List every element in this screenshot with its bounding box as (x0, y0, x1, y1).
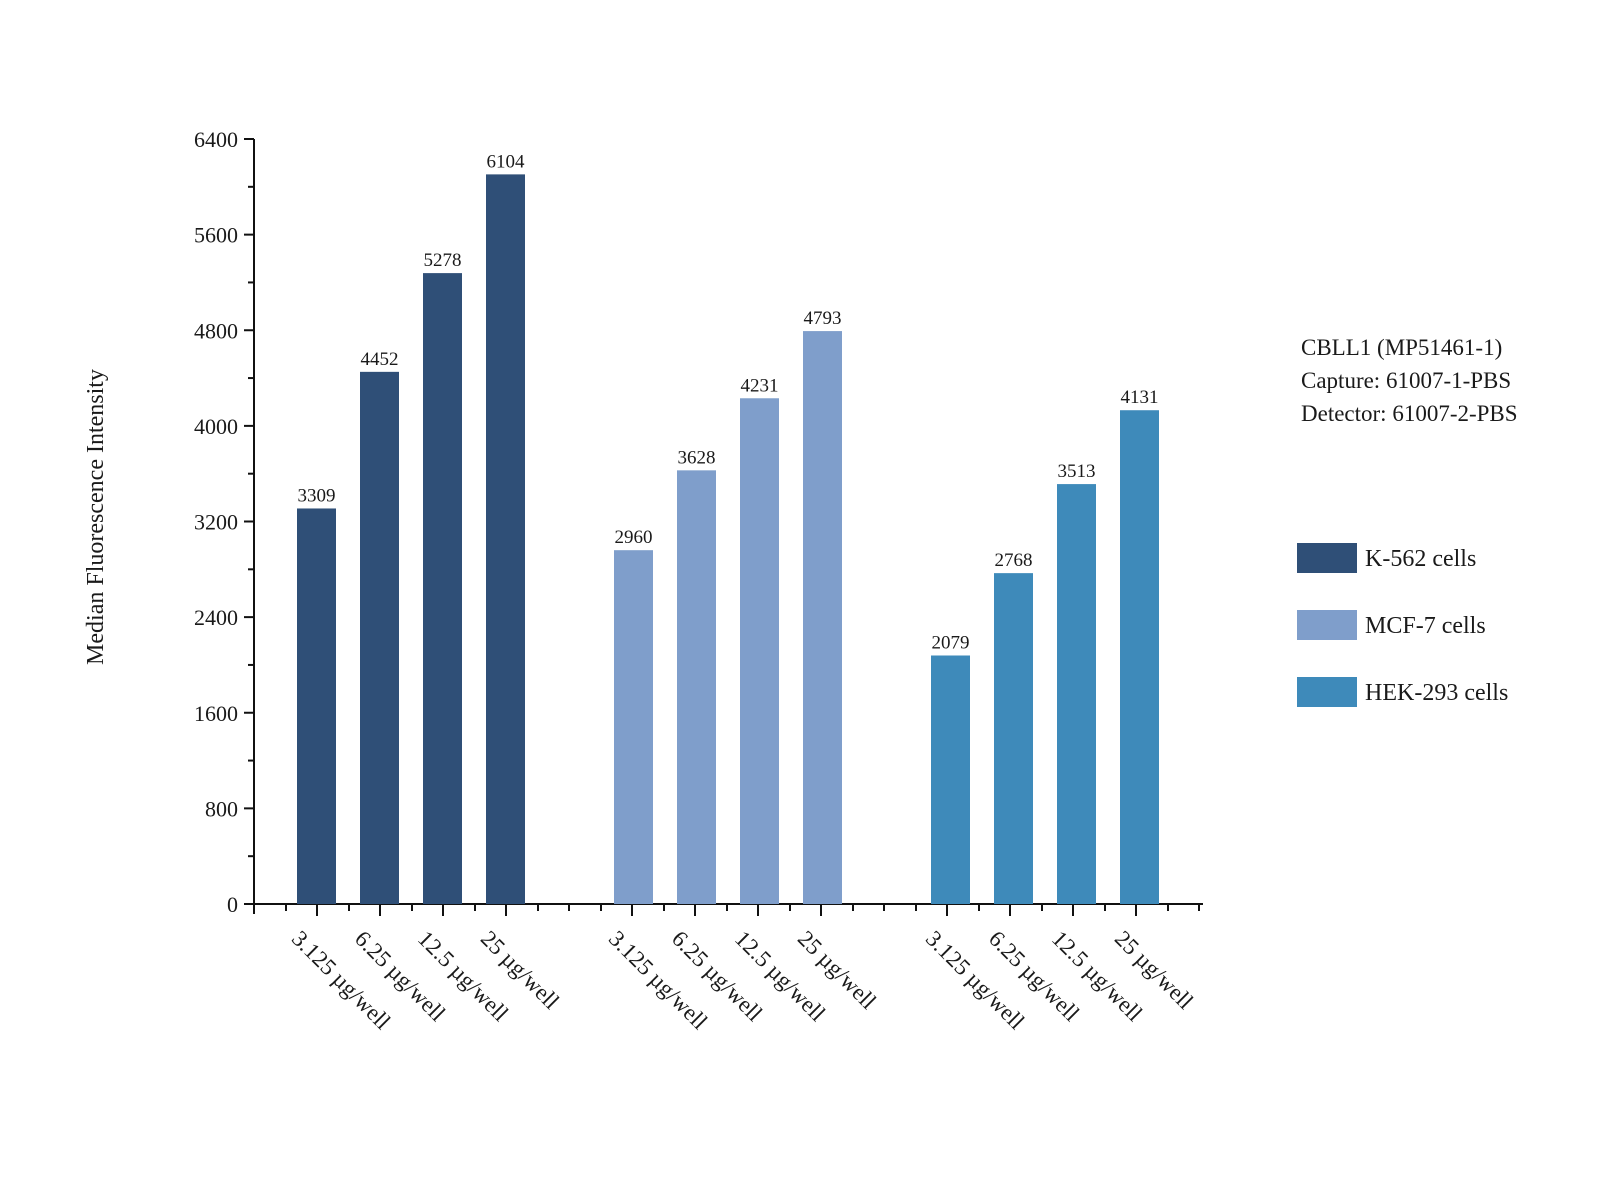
legend-swatch (1297, 543, 1357, 573)
bar (360, 371, 399, 904)
bar (740, 398, 779, 904)
bar (614, 550, 653, 904)
bar (1120, 410, 1159, 904)
info-line-detector: Detector: 61007-2-PBS (1301, 401, 1518, 426)
info-line-product: CBLL1 (MP51461-1) (1301, 335, 1502, 360)
legend-label: MCF-7 cells (1365, 613, 1486, 639)
y-axis-title: Median Fluorescence Intensity (83, 369, 109, 665)
bar-value-label: 2768 (995, 550, 1033, 571)
bar (803, 331, 842, 904)
y-tick-label: 1600 (194, 701, 238, 726)
bar-value-label: 4131 (1121, 387, 1159, 408)
bar-value-label: 5278 (424, 250, 462, 271)
y-tick-label: 800 (205, 796, 238, 821)
bar (297, 508, 336, 904)
y-tick-label: 6400 (194, 127, 238, 152)
y-tick-label: 5600 (194, 223, 238, 248)
bar (423, 273, 462, 904)
legend-swatch (1297, 677, 1357, 707)
bar (677, 470, 716, 904)
bar (486, 174, 525, 905)
legend: K-562 cells MCF-7 cells HEK-293 cells (1297, 543, 1508, 707)
y-tick-label: 4800 (194, 318, 238, 343)
bar-value-label: 4452 (361, 349, 399, 370)
bar (994, 573, 1033, 904)
y-tick-label: 3200 (194, 510, 238, 535)
bar (931, 655, 970, 904)
bar-value-label: 6104 (487, 151, 526, 172)
bar-value-label: 2960 (615, 527, 653, 548)
legend-label: HEK-293 cells (1365, 680, 1508, 706)
bar-value-label: 4793 (804, 308, 842, 329)
bar-value-label: 3309 (298, 485, 336, 506)
bars (297, 174, 1159, 905)
legend-label: K-562 cells (1365, 546, 1476, 572)
bar-value-label: 2079 (932, 632, 970, 653)
y-tick-label: 2400 (194, 605, 238, 630)
bar-value-label: 3513 (1058, 461, 1096, 482)
y-tick-label: 0 (227, 892, 238, 917)
bar-value-label: 3628 (678, 447, 716, 468)
data-labels: 3309 4452 5278 6104 2960 3628 4231 4793 2079 2768… (298, 151, 1159, 653)
legend-swatch (1297, 610, 1357, 640)
bar (1057, 484, 1096, 904)
y-tick-label: 4000 (194, 414, 238, 439)
bar-value-label: 4231 (741, 375, 779, 396)
info-annotation: CBLL1 (MP51461-1) Capture: 61007-1-PBS D… (1301, 335, 1518, 426)
info-line-capture: Capture: 61007-1-PBS (1301, 368, 1511, 393)
axes: 0 800 1600 2400 3200 4000 4800 5600 6400 (194, 127, 1203, 917)
